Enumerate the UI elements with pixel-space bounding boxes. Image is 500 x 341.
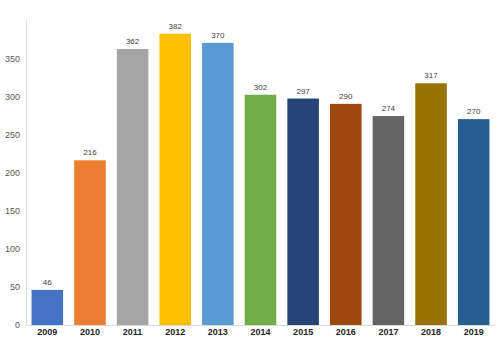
bar [245, 95, 277, 325]
x-tick-label: 2009 [37, 327, 57, 337]
y-tick: 50 [10, 282, 26, 292]
x-tick: 2013 [208, 325, 228, 337]
x-tick-label: 2017 [378, 327, 398, 337]
data-labels: 46 216 362 382 370 302 297 290 274 317 270 [43, 22, 481, 287]
bar [287, 99, 319, 325]
y-tick-label: 250 [5, 130, 20, 140]
data-label: 382 [169, 22, 183, 31]
y-tick-label: 50 [10, 282, 20, 292]
y-tick-label: 350 [5, 54, 20, 64]
x-tick-label: 2016 [336, 327, 356, 337]
bar [32, 290, 64, 325]
y-tick-label: 200 [5, 168, 20, 178]
y-tick: 100 [5, 244, 26, 254]
x-tick-label: 2013 [208, 327, 228, 337]
bar [202, 43, 234, 325]
x-tick: 2009 [37, 325, 57, 337]
x-tick-label: 2014 [250, 327, 270, 337]
bar [74, 160, 106, 325]
data-label: 290 [339, 92, 353, 101]
x-tick: 2018 [421, 325, 441, 337]
bar [373, 116, 405, 325]
x-tick: 2011 [123, 325, 143, 337]
y-tick: 150 [5, 206, 26, 216]
y-tick: 0 [15, 320, 26, 330]
y-axis-line [26, 21, 27, 326]
data-label: 270 [467, 107, 481, 116]
x-tick: 2010 [80, 325, 100, 337]
x-tick-label: 2018 [421, 327, 441, 337]
y-tick-label: 300 [5, 92, 20, 102]
data-label: 370 [211, 31, 225, 40]
x-tick: 2019 [464, 325, 484, 337]
bar [117, 49, 149, 325]
y-tick: 350 [5, 54, 26, 64]
data-label: 46 [43, 278, 52, 287]
data-label: 297 [296, 87, 310, 96]
bar [415, 83, 447, 325]
bar [330, 104, 362, 325]
data-label: 302 [254, 83, 268, 92]
y-tick: 200 [5, 168, 26, 178]
y-tick: 300 [5, 92, 26, 102]
chart: 0 50 100 150 200 250 300 350 2009 2010 2011 2012 201… [0, 0, 500, 341]
x-tick: 2015 [293, 325, 313, 337]
x-tick-label: 2012 [165, 327, 185, 337]
x-tick: 2012 [165, 325, 185, 337]
data-label: 216 [83, 148, 97, 157]
x-tick-label: 2019 [464, 327, 484, 337]
x-tick: 2017 [378, 325, 398, 337]
bars [32, 34, 490, 325]
x-tick: 2014 [250, 325, 270, 337]
x-axis: 2009 2010 2011 2012 2013 2014 2015 2016 2017 2018… [27, 325, 496, 337]
bar [159, 34, 191, 325]
y-tick: 250 [5, 130, 26, 140]
x-tick-label: 2015 [293, 327, 313, 337]
x-tick-label: 2011 [123, 327, 143, 337]
y-tick-label: 150 [5, 206, 20, 216]
x-tick: 2016 [336, 325, 356, 337]
y-axis: 0 50 100 150 200 250 300 350 [5, 21, 27, 331]
y-tick-label: 100 [5, 244, 20, 254]
bar [458, 119, 490, 325]
plot: 0 50 100 150 200 250 300 350 2009 2010 2011 2012 201… [5, 21, 496, 338]
data-label: 362 [126, 37, 140, 46]
y-tick-label: 0 [15, 320, 20, 330]
x-tick-label: 2010 [80, 327, 100, 337]
data-label: 317 [424, 71, 438, 80]
data-label: 274 [382, 104, 396, 113]
x-axis-line [27, 325, 496, 326]
